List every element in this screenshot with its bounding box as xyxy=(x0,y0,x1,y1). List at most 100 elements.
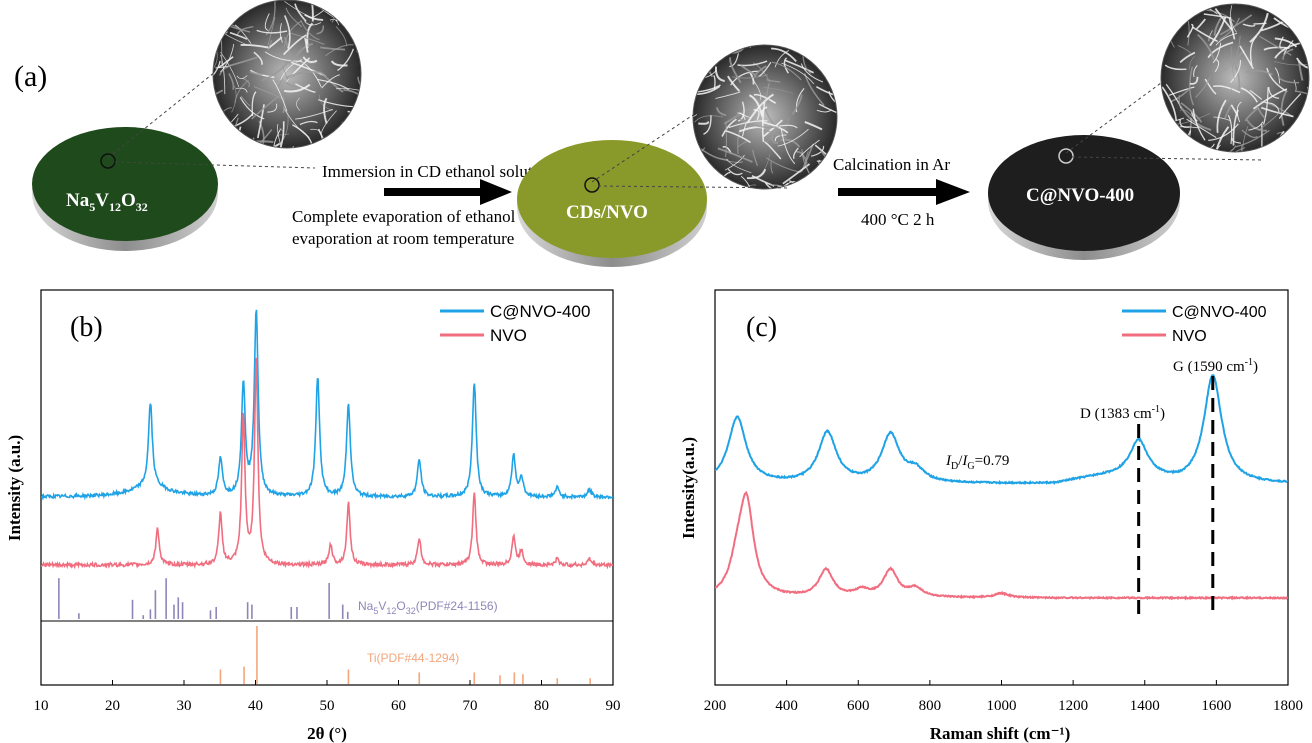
sem-fiber xyxy=(299,120,318,126)
sem-fiber xyxy=(253,86,283,100)
sem-fiber xyxy=(300,19,320,41)
sem-image-cds-nvo xyxy=(692,44,838,190)
sem-fiber xyxy=(761,121,789,134)
sem-fiber xyxy=(1188,56,1195,70)
sem-fiber xyxy=(1261,106,1294,118)
x-tick-label: 90 xyxy=(606,698,621,714)
sem-fiber xyxy=(273,128,281,148)
sem-fiber xyxy=(290,32,325,45)
c-nvo-400-label: C@NVO-400 xyxy=(1026,185,1134,206)
raman-plot-area xyxy=(715,374,1288,601)
sem-fiber xyxy=(1208,123,1239,141)
sem-fiber xyxy=(1298,146,1309,152)
sem-fiber xyxy=(295,108,333,120)
sem-fiber xyxy=(235,87,248,93)
x-tick-label: 600 xyxy=(847,698,870,714)
sem-fiber xyxy=(1189,66,1195,106)
na-v-o-reference-label: Na5V12O32(PDF#24-1156) xyxy=(358,599,498,616)
sem-fiber xyxy=(723,101,759,125)
sem-fiber xyxy=(213,60,221,87)
sem-fiber xyxy=(1231,137,1241,144)
sem-fiber xyxy=(828,91,837,110)
sem-fiber xyxy=(335,6,346,22)
sem-fiber xyxy=(237,145,242,148)
sem-fiber xyxy=(835,46,837,69)
zoom-marker xyxy=(1058,148,1074,164)
x-tick-label: 1000 xyxy=(987,698,1017,714)
sem-fiber xyxy=(285,7,303,28)
sem-fiber xyxy=(282,97,285,114)
sem-fiber xyxy=(698,121,710,125)
sem-fiber xyxy=(337,48,355,71)
sem-fiber xyxy=(753,93,777,104)
sem-image-border xyxy=(692,44,838,190)
sem-fiber xyxy=(1268,87,1280,99)
sem-fiber xyxy=(777,185,798,189)
legend-label-c-nvo-400: C@NVO-400 xyxy=(1172,304,1267,321)
sem-fiber xyxy=(1235,66,1241,97)
sem-fiber xyxy=(1236,101,1242,123)
sem-fiber xyxy=(700,148,729,161)
sem-fiber xyxy=(724,123,727,158)
sem-fiber xyxy=(1170,87,1191,103)
sem-fiber xyxy=(1307,86,1309,124)
sem-fiber xyxy=(715,107,727,117)
sem-fiber xyxy=(761,101,766,143)
sem-fiber xyxy=(1224,103,1233,119)
sem-fiber xyxy=(1207,41,1234,59)
raman-line-nvo xyxy=(715,490,1288,601)
sem-fiber xyxy=(1177,45,1192,55)
sem-fiber xyxy=(737,60,768,67)
sem-fiber xyxy=(274,121,285,148)
sem-fiber xyxy=(338,4,361,9)
sem-fiber xyxy=(1161,135,1163,145)
sem-fiber xyxy=(1179,51,1196,64)
sem-fiber xyxy=(1161,130,1163,136)
sem-fiber xyxy=(219,66,229,76)
sem-fiber xyxy=(229,31,248,40)
sem-fiber xyxy=(1214,7,1233,31)
sem-image-nvo xyxy=(212,0,362,149)
sem-fiber xyxy=(267,103,278,113)
x-tick-label: 200 xyxy=(704,698,727,714)
sem-fiber xyxy=(1216,99,1227,134)
sem-fiber xyxy=(1161,5,1186,22)
sem-fiber xyxy=(1203,13,1231,19)
x-tick-label: 60 xyxy=(391,698,406,714)
sem-fiber xyxy=(267,16,276,46)
sem-fiber xyxy=(804,120,823,131)
step1-below-line2: evaporation at room temperature xyxy=(292,229,514,248)
sem-fiber xyxy=(304,37,309,53)
sem-fiber xyxy=(703,115,712,135)
sem-fiber xyxy=(760,106,768,117)
sem-fiber xyxy=(754,65,767,78)
sem-fiber xyxy=(1274,37,1298,48)
sem-fiber xyxy=(249,70,264,76)
x-tick-label: 20 xyxy=(105,698,120,714)
legend-label-nvo: NVO xyxy=(1172,328,1207,345)
zoom-line xyxy=(107,71,216,159)
sem-fiber xyxy=(781,62,815,85)
sem-fiber xyxy=(1168,86,1195,96)
sem-fiber xyxy=(1244,107,1259,122)
panel-b-label: (b) xyxy=(70,312,103,343)
sem-fiber xyxy=(343,88,361,105)
zoom-marker xyxy=(100,153,116,169)
sem-fiber xyxy=(242,77,251,88)
sem-fiber xyxy=(1196,18,1206,30)
sem-fiber xyxy=(1248,121,1264,131)
x-tick-label: 70 xyxy=(463,698,478,714)
sem-fiber xyxy=(771,61,802,81)
sem-fiber xyxy=(282,34,307,56)
step2-above-text: Calcination in Ar xyxy=(833,155,950,174)
sem-fiber xyxy=(1165,134,1194,146)
sem-fiber xyxy=(1245,69,1273,76)
sem-fiber xyxy=(778,181,796,189)
sem-fiber xyxy=(253,51,263,66)
sem-fiber xyxy=(316,25,325,35)
sem-fiber xyxy=(764,141,782,160)
sem-fiber xyxy=(1249,12,1269,43)
sem-fiber xyxy=(1259,35,1292,56)
sem-fiber xyxy=(714,66,725,82)
sem-fiber xyxy=(294,3,307,22)
